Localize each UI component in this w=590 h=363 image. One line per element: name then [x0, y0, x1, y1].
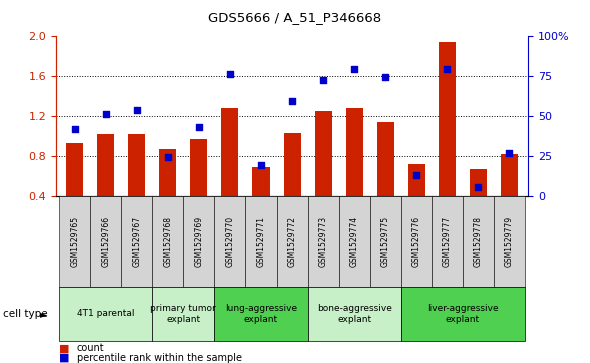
Text: GSM1529778: GSM1529778	[474, 216, 483, 267]
Point	[194, 124, 204, 130]
Text: ■: ■	[59, 343, 70, 354]
Text: GSM1529770: GSM1529770	[225, 216, 234, 267]
Bar	[66, 143, 83, 196]
Point	[504, 150, 514, 156]
Text: GSM1529765: GSM1529765	[70, 216, 79, 267]
Point	[349, 66, 359, 72]
Text: GSM1529771: GSM1529771	[257, 216, 266, 267]
Bar	[191, 139, 208, 196]
Bar	[284, 133, 300, 196]
Text: GSM1529775: GSM1529775	[381, 216, 390, 267]
Bar	[128, 134, 145, 196]
Text: liver-aggressive
explant: liver-aggressive explant	[427, 304, 499, 324]
Point	[412, 172, 421, 178]
Bar	[501, 154, 518, 196]
Text: percentile rank within the sample: percentile rank within the sample	[77, 352, 242, 363]
Text: GSM1529776: GSM1529776	[412, 216, 421, 267]
Text: count: count	[77, 343, 104, 354]
Point	[442, 66, 452, 72]
Bar	[470, 169, 487, 196]
Text: GSM1529767: GSM1529767	[132, 216, 141, 267]
Text: ►: ►	[40, 309, 47, 319]
Point	[70, 126, 80, 132]
Point	[381, 74, 390, 80]
Bar	[376, 122, 394, 196]
Text: GSM1529768: GSM1529768	[163, 216, 172, 267]
Text: GDS5666 / A_51_P346668: GDS5666 / A_51_P346668	[208, 11, 382, 24]
Text: cell type: cell type	[3, 309, 48, 319]
Bar	[314, 111, 332, 196]
Text: ■: ■	[59, 352, 70, 363]
Point	[163, 154, 172, 160]
Text: bone-aggressive
explant: bone-aggressive explant	[317, 304, 392, 324]
Text: primary tumor
explant: primary tumor explant	[150, 304, 217, 324]
Text: GSM1529779: GSM1529779	[505, 216, 514, 267]
Bar	[159, 149, 176, 196]
Point	[225, 71, 235, 77]
Bar	[439, 42, 456, 196]
Point	[132, 107, 142, 113]
Point	[287, 98, 297, 104]
Text: GSM1529773: GSM1529773	[319, 216, 327, 267]
Text: 4T1 parental: 4T1 parental	[77, 310, 135, 318]
Bar	[97, 134, 114, 196]
Bar	[221, 108, 238, 196]
Point	[474, 184, 483, 190]
Point	[101, 111, 110, 117]
Text: GSM1529774: GSM1529774	[350, 216, 359, 267]
Text: GSM1529769: GSM1529769	[194, 216, 204, 267]
Bar	[408, 164, 425, 196]
Point	[319, 77, 328, 83]
Text: GSM1529772: GSM1529772	[287, 216, 297, 267]
Text: lung-aggressive
explant: lung-aggressive explant	[225, 304, 297, 324]
Point	[256, 162, 266, 168]
Bar	[346, 108, 363, 196]
Text: GSM1529766: GSM1529766	[101, 216, 110, 267]
Bar	[253, 167, 270, 196]
Text: GSM1529777: GSM1529777	[443, 216, 452, 267]
